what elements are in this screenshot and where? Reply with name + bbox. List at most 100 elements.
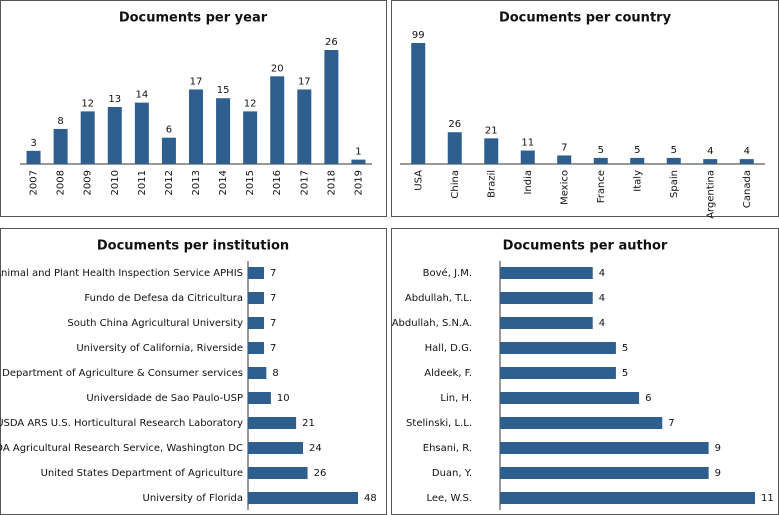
data-label: 5 bbox=[598, 145, 604, 156]
data-label: 7 bbox=[270, 343, 276, 354]
data-label: 11 bbox=[521, 138, 534, 149]
bar bbox=[500, 292, 593, 304]
bar bbox=[351, 159, 366, 164]
bar bbox=[297, 89, 312, 164]
x-tick-label: 2018 bbox=[326, 170, 337, 195]
data-label: 7 bbox=[270, 293, 276, 304]
data-label: 12 bbox=[81, 98, 94, 109]
y-tick-label: USDA Animal and Plant Health Inspection … bbox=[0, 268, 243, 279]
chart-title: Documents per institution bbox=[97, 239, 289, 254]
x-tick-label: 2007 bbox=[29, 170, 40, 195]
chart-title: Documents per year bbox=[119, 11, 268, 26]
y-tick-label: Ehsani, R. bbox=[423, 443, 472, 454]
x-tick-label: Italy bbox=[632, 170, 643, 192]
x-tick-label: 2011 bbox=[137, 170, 148, 195]
data-label: 7 bbox=[668, 418, 674, 429]
y-tick-label: USDA ARS U.S. Horticultural Research Lab… bbox=[0, 418, 243, 429]
bar bbox=[500, 442, 709, 454]
data-label: 26 bbox=[314, 468, 327, 479]
data-label: 4 bbox=[744, 146, 750, 157]
x-tick-label: USA bbox=[413, 170, 424, 191]
data-label: 8 bbox=[272, 368, 278, 379]
bar bbox=[243, 111, 258, 164]
data-label: 13 bbox=[108, 94, 121, 105]
x-tick-label: France bbox=[596, 170, 607, 203]
bar bbox=[500, 417, 663, 429]
data-label: 99 bbox=[412, 30, 425, 41]
bar bbox=[500, 267, 593, 279]
x-tick-label: Brazil bbox=[486, 170, 497, 198]
x-tick-label: 2015 bbox=[245, 170, 256, 195]
y-tick-label: Lin, H. bbox=[440, 393, 472, 404]
y-tick-label: University of Florida bbox=[143, 493, 243, 504]
data-label: 4 bbox=[599, 268, 605, 279]
y-tick-label: Hall, D.G. bbox=[425, 343, 472, 354]
x-tick-label: 2008 bbox=[56, 170, 67, 195]
data-label: 11 bbox=[761, 493, 774, 504]
bar bbox=[270, 76, 285, 164]
y-tick-label: Lee, W.S. bbox=[426, 493, 472, 504]
bar bbox=[557, 155, 572, 164]
bar bbox=[26, 150, 41, 164]
y-tick-label: Florida Department of Agriculture & Cons… bbox=[0, 368, 243, 379]
x-tick-label: India bbox=[523, 170, 534, 195]
bar bbox=[248, 467, 308, 479]
bar bbox=[161, 137, 176, 164]
y-tick-label: USDA Agricultural Research Service, Wash… bbox=[0, 443, 243, 454]
bar bbox=[500, 492, 755, 504]
data-label: 10 bbox=[277, 393, 290, 404]
data-label: 8 bbox=[57, 116, 63, 127]
data-label: 4 bbox=[599, 293, 605, 304]
bar bbox=[500, 392, 640, 404]
data-label: 7 bbox=[561, 142, 567, 153]
data-label: 4 bbox=[707, 146, 713, 157]
y-tick-label: Duan, Y. bbox=[432, 468, 472, 479]
x-tick-label: 2009 bbox=[83, 170, 94, 195]
data-label: 21 bbox=[302, 418, 315, 429]
bar bbox=[411, 43, 426, 164]
x-tick-label: China bbox=[450, 170, 461, 199]
bar bbox=[484, 138, 499, 164]
data-label: 5 bbox=[634, 145, 640, 156]
bar bbox=[447, 132, 462, 164]
bar bbox=[134, 102, 149, 164]
bar bbox=[500, 467, 709, 479]
data-label: 20 bbox=[271, 63, 284, 74]
bar bbox=[703, 159, 718, 164]
bar bbox=[739, 159, 754, 164]
y-tick-label: Fundo de Defesa da Citricultura bbox=[84, 293, 243, 304]
bar bbox=[248, 367, 267, 379]
data-label: 21 bbox=[485, 125, 498, 136]
y-tick-label: University of California, Riverside bbox=[76, 343, 243, 354]
bar bbox=[248, 492, 358, 504]
x-tick-label: 2019 bbox=[353, 170, 364, 195]
bar bbox=[248, 342, 265, 354]
x-tick-label: 2012 bbox=[164, 170, 175, 195]
data-label: 48 bbox=[364, 493, 377, 504]
bar bbox=[80, 111, 95, 164]
y-tick-label: Bové, J.M. bbox=[423, 267, 472, 279]
y-tick-label: Aldeek, F. bbox=[424, 368, 472, 379]
bar bbox=[500, 367, 616, 379]
data-label: 5 bbox=[622, 368, 628, 379]
x-tick-label: 2013 bbox=[191, 170, 202, 195]
bar bbox=[107, 107, 122, 164]
data-label: 24 bbox=[309, 443, 322, 454]
y-tick-label: Abdullah, S.N.A. bbox=[392, 318, 472, 329]
data-label: 7 bbox=[270, 318, 276, 329]
data-label: 26 bbox=[448, 119, 461, 130]
bar bbox=[216, 98, 231, 164]
y-tick-label: Stelinski, L.L. bbox=[406, 418, 472, 429]
data-label: 6 bbox=[645, 393, 651, 404]
y-tick-label: Abdullah, T.L. bbox=[405, 293, 472, 304]
chart-title: Documents per country bbox=[499, 11, 672, 26]
data-label: 4 bbox=[599, 318, 605, 329]
data-label: 5 bbox=[671, 145, 677, 156]
x-tick-label: 2010 bbox=[110, 170, 121, 195]
panel bbox=[0, 0, 387, 217]
x-tick-label: 2014 bbox=[218, 170, 229, 195]
data-label: 9 bbox=[715, 468, 721, 479]
bar bbox=[248, 442, 303, 454]
data-label: 17 bbox=[298, 76, 311, 87]
